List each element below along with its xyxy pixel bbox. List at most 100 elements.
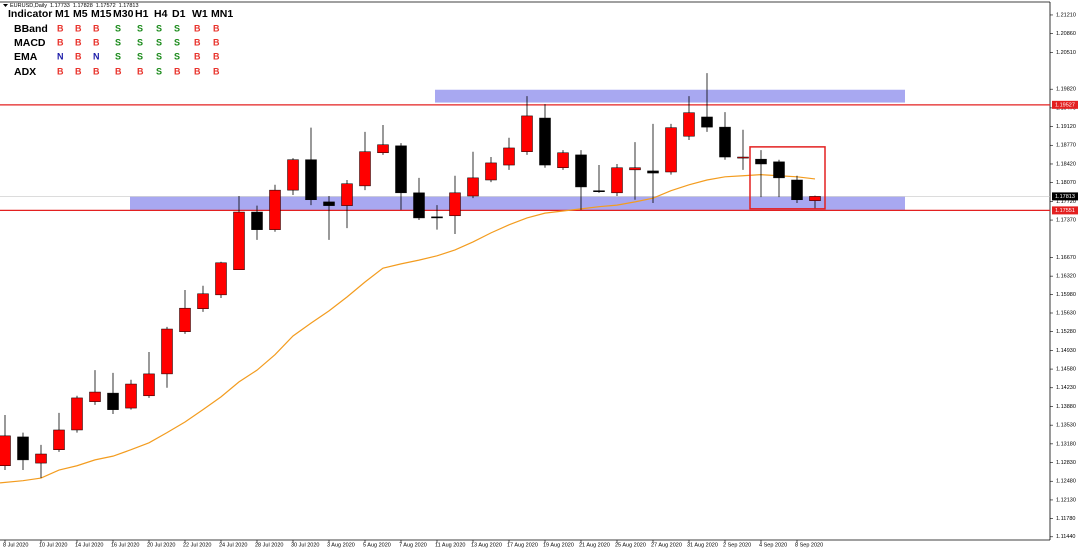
y-tick-label: 1.17370	[1056, 218, 1076, 224]
signal-cell: S	[174, 37, 180, 47]
candle-body	[161, 328, 173, 375]
signal-cell: S	[115, 37, 121, 47]
candle-body	[215, 262, 227, 296]
signal-cell: B	[115, 66, 122, 76]
candle-body	[89, 391, 101, 402]
candle-body	[467, 177, 479, 197]
signal-cell: B	[213, 66, 220, 76]
candle-body	[647, 170, 659, 174]
candle-body	[557, 152, 569, 168]
zone	[435, 89, 905, 103]
y-tick-label: 1.15630	[1056, 310, 1076, 316]
signal-cell: S	[174, 51, 180, 61]
level-label: 1.19527	[1055, 102, 1075, 108]
signal-cell: B	[213, 37, 220, 47]
last-price-bg	[1052, 192, 1078, 201]
indicator-name: EMA	[14, 51, 38, 63]
candle-body	[359, 151, 371, 187]
table-header: MN1	[211, 8, 233, 20]
candle-body	[683, 112, 695, 137]
candle-body	[773, 161, 785, 179]
candle-body	[575, 154, 587, 188]
candle-body	[719, 126, 731, 158]
signal-cell: B	[194, 23, 201, 33]
candle-body	[593, 190, 605, 193]
x-tick-label: 16 Jul 2020	[111, 542, 139, 548]
signal-cell: N	[93, 51, 100, 61]
y-tick-label: 1.16670	[1056, 255, 1076, 261]
indicator-name: MACD	[14, 37, 46, 49]
moving-average	[0, 174, 816, 484]
y-tick-label: 1.13180	[1056, 441, 1076, 447]
y-tick-label: 1.19120	[1056, 124, 1076, 130]
candle-body	[755, 158, 767, 165]
candle-body	[197, 293, 209, 309]
signal-cell: S	[156, 37, 162, 47]
x-tick-label: 21 Aug 2020	[579, 542, 610, 548]
y-tick-label: 1.12830	[1056, 460, 1076, 466]
indicator-name: BBand	[14, 23, 48, 35]
x-tick-label: 22 Jul 2020	[183, 542, 211, 548]
table-header: M5	[73, 8, 88, 20]
table-header: Indicator	[8, 8, 52, 20]
signal-cell: S	[137, 23, 143, 33]
y-tick-label: 1.19820	[1056, 87, 1076, 93]
signal-cell: N	[57, 51, 64, 61]
x-tick-label: 14 Jul 2020	[75, 542, 103, 548]
signal-cell: S	[174, 23, 180, 33]
last-price-label: 1.17813	[1055, 194, 1075, 200]
signal-cell: S	[156, 51, 162, 61]
x-tick-label: 10 Jul 2020	[39, 542, 67, 548]
candle-body	[395, 145, 407, 194]
x-tick-label: 24 Jul 2020	[219, 542, 247, 548]
candle-body	[485, 162, 497, 181]
signal-cell: B	[75, 23, 82, 33]
signal-cell: B	[194, 37, 201, 47]
signal-cell: B	[93, 37, 100, 47]
candle-body	[629, 167, 641, 171]
signal-cell: B	[93, 66, 100, 76]
y-tick-label: 1.17720	[1056, 199, 1076, 205]
indicator-name: ADX	[14, 66, 36, 78]
signal-cell: S	[156, 23, 162, 33]
signal-cell: B	[174, 66, 181, 76]
candle-body	[323, 201, 335, 206]
signal-cell: B	[93, 23, 100, 33]
y-tick-label: 1.18070	[1056, 180, 1076, 186]
candle-body	[611, 167, 623, 194]
candle-body	[377, 144, 389, 154]
signal-cell: B	[75, 66, 82, 76]
zone	[130, 196, 905, 211]
candle-body	[0, 435, 11, 467]
candle-body	[71, 397, 83, 431]
y-tick-label: 1.11440	[1056, 534, 1075, 540]
y-tick-label: 1.12480	[1056, 479, 1076, 485]
candle-body	[179, 307, 191, 332]
candle-body	[503, 147, 515, 166]
y-tick-label: 1.21210	[1056, 12, 1076, 18]
x-tick-label: 5 Aug 2020	[363, 542, 391, 548]
x-tick-label: 2 Sep 2020	[723, 542, 751, 548]
x-tick-label: 19 Aug 2020	[543, 542, 574, 548]
signal-cell: B	[213, 23, 220, 33]
table-header: M15	[91, 8, 112, 20]
table-header: H4	[154, 8, 168, 20]
candle-body	[521, 115, 533, 152]
candle-body	[287, 159, 299, 191]
y-tick-label: 1.13880	[1056, 404, 1076, 410]
signal-cell: B	[75, 37, 82, 47]
candle-body	[269, 189, 281, 230]
candle-body	[413, 192, 425, 219]
y-tick-label: 1.11780	[1056, 516, 1075, 522]
signal-cell: B	[57, 23, 64, 33]
table-header: D1	[172, 8, 186, 20]
x-tick-label: 3 Aug 2020	[327, 542, 355, 548]
y-tick-label: 1.12130	[1056, 497, 1076, 503]
candle-body	[791, 179, 803, 201]
signal-cell: S	[137, 51, 143, 61]
chart-header: EURUSD,Daily 1.17733 1.17828 1.17572 1.17813	[10, 3, 139, 9]
candle-body	[53, 429, 65, 450]
header-price: 1.17572	[96, 3, 116, 9]
candle-body	[17, 436, 29, 461]
